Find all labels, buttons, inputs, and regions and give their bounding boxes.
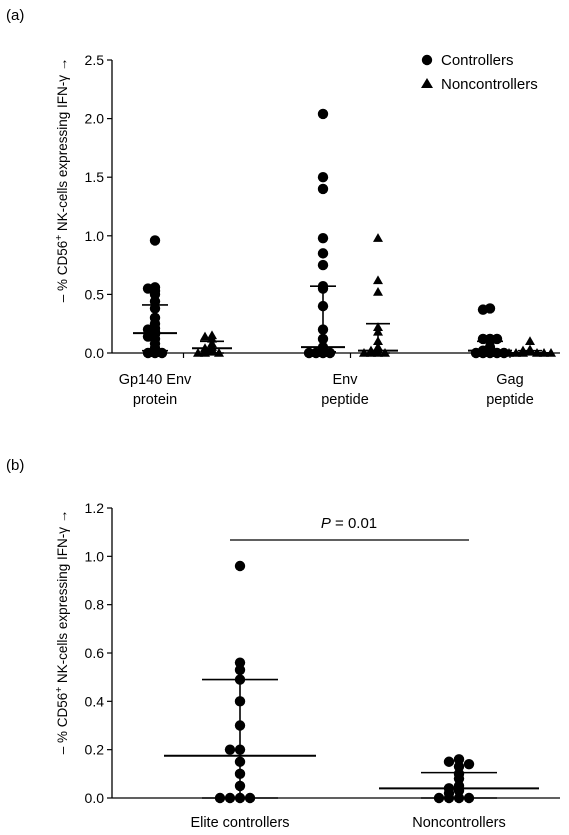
panel-a-controller-point <box>318 184 328 194</box>
panel-a-x-tick-label: Gag <box>496 372 523 388</box>
panel-a-x-tick-label: protein <box>133 392 177 408</box>
panel-b-y-tick-label: 0.2 <box>85 742 105 758</box>
panel-a-x-tick-label: peptide <box>321 392 369 408</box>
panel-b-y-axis-label-main: % CD56 <box>55 693 70 743</box>
panel-b-y-tick-label: 1.0 <box>85 548 105 564</box>
panel-a: (a) – % CD56+ NK-cells expressing IFN-γ … <box>6 7 560 408</box>
panel-a-y-tick-label: 2.0 <box>85 111 105 127</box>
legend-noncontrollers-label: Noncontrollers <box>441 76 538 93</box>
panel-a-y-axis-label-dash: – <box>55 291 70 302</box>
p-value-symbol: P <box>321 515 331 532</box>
panel-b-point <box>464 759 474 769</box>
panel-b-y-tick-label: 1.2 <box>85 500 105 516</box>
panel-a-controller-point <box>150 235 160 245</box>
panel-a-controller-point <box>318 260 328 270</box>
panel-b-label: (b) <box>6 457 24 474</box>
legend-circle-marker <box>422 55 432 65</box>
panel-b-y-axis-label-rest: NK-cells expressing IFN-γ <box>55 527 70 687</box>
panel-b-point <box>235 665 245 675</box>
panel-b-y-tick-label: 0.8 <box>85 597 105 613</box>
panel-a-y-axis-label-arrow: → <box>55 58 70 75</box>
panel-b-y-tick-label: 0.4 <box>85 693 105 709</box>
panel-a-controller-point <box>318 109 328 119</box>
p-value-annotation: P = 0.01 <box>321 515 377 532</box>
panel-a-marks <box>133 109 556 358</box>
panel-a-legend: Controllers Noncontrollers <box>421 52 538 93</box>
panel-a-y-tick-label: 0.0 <box>85 345 105 361</box>
panel-a-controller-point <box>318 248 328 258</box>
panel-a-y-axis-label: – % CD56+ NK-cells expressing IFN-γ → <box>54 58 70 302</box>
panel-a-noncontroller-point <box>525 336 535 345</box>
panel-a-y-tick-label: 0.5 <box>85 286 105 302</box>
panel-a-controller-point <box>318 172 328 182</box>
panel-b-significance: P = 0.01 <box>230 515 469 540</box>
panel-a-noncontroller-point <box>373 233 383 242</box>
panel-b-point <box>225 744 235 754</box>
panel-a-noncontroller-point <box>200 332 210 341</box>
panel-a-controller-point <box>318 233 328 243</box>
panel-a-controller-point <box>325 348 335 358</box>
panel-a-controller-point <box>143 348 153 358</box>
panel-b-x-tick-label: Elite controllers <box>190 815 289 831</box>
panel-b: (b) – % CD56+ NK-cells expressing IFN-γ … <box>6 457 560 831</box>
panel-b-y-axis-label-arrow: → <box>55 510 70 527</box>
panel-b-axes: 0.0 0.2 0.4 0.6 0.8 1.0 1.2 Elite controllers No… <box>85 500 560 831</box>
panel-b-point <box>235 561 245 571</box>
panel-b-y-axis-label: – % CD56+ NK-cells expressing IFN-γ → <box>54 510 70 754</box>
panel-b-y-axis-label-dash: – <box>55 743 70 754</box>
panel-a-y-tick-label: 2.5 <box>85 52 105 68</box>
panel-a-controller-point <box>157 348 167 358</box>
panel-a-y-axis-label-main: % CD56 <box>55 241 70 291</box>
panel-a-noncontroller-point <box>373 275 383 284</box>
panel-a-label: (a) <box>6 7 24 24</box>
legend-controllers-label: Controllers <box>441 52 514 69</box>
panel-a-controller-point <box>304 348 314 358</box>
panel-a-x-tick-label: peptide <box>486 392 534 408</box>
panel-a-y-tick-label: 1.0 <box>85 228 105 244</box>
panel-b-y-tick-label: 0.0 <box>85 790 105 806</box>
panel-a-x-tick-label: Gp140 Env <box>119 372 192 388</box>
panel-b-marks <box>164 561 539 803</box>
panel-b-x-tick-label: Noncontrollers <box>412 815 506 831</box>
panel-a-noncontroller-point <box>373 287 383 296</box>
panel-a-x-tick-label: Env <box>333 372 359 388</box>
panel-a-y-axis-label-rest: NK-cells expressing IFN-γ <box>55 75 70 235</box>
panel-a-controller-point <box>478 304 488 314</box>
panel-a-y-tick-label: 1.5 <box>85 169 105 185</box>
panel-b-y-tick-label: 0.6 <box>85 645 105 661</box>
p-value-number: = 0.01 <box>331 515 377 532</box>
legend-triangle-marker <box>421 78 433 88</box>
panel-b-point <box>444 757 454 767</box>
